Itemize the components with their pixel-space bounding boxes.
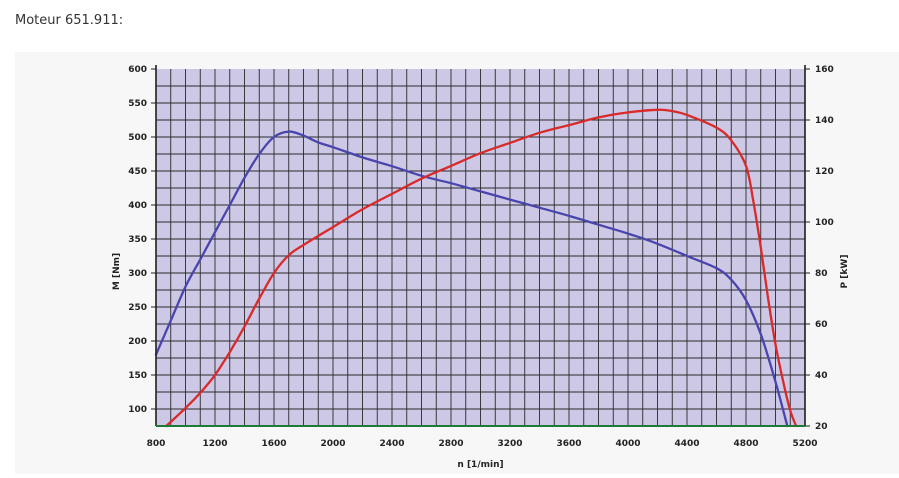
right-tick-label: 160 <box>815 65 834 75</box>
left-tick-label: 250 <box>128 303 147 313</box>
x-tick-label: 2800 <box>438 439 463 449</box>
left-tick-label: 200 <box>128 337 147 347</box>
right-tick-label: 60 <box>815 320 828 330</box>
right-tick-label: 100 <box>815 218 834 228</box>
x-tick-label: 2000 <box>320 439 345 449</box>
x-tick-label: 3200 <box>497 439 522 449</box>
right-tick-label: 140 <box>815 116 834 126</box>
torque-line <box>154 130 789 428</box>
grid <box>156 69 805 426</box>
x-tick-label: 1200 <box>202 439 227 449</box>
right-axis-label: P [kW] <box>840 255 850 289</box>
x-axis-ticks: 800 1200 1600 2000 2400 2800 3200 3600 4000 4400 4… <box>147 439 818 449</box>
x-tick-label: 5200 <box>792 439 817 449</box>
left-tick-label: 600 <box>128 65 147 75</box>
left-axis-ticks: 100 150 200 250 300 350 400 450 500 550 600 <box>128 65 156 415</box>
left-tick-label: 500 <box>128 133 147 143</box>
axes <box>155 65 806 427</box>
x-tick-label: 4000 <box>615 439 640 449</box>
x-tick-label: 800 <box>147 439 166 449</box>
left-axis-label: M [Nm] <box>112 253 122 290</box>
right-axis-ticks: 20 40 60 80 100 120 140 160 <box>805 65 834 432</box>
x-tick-label: 2400 <box>379 439 404 449</box>
right-tick-label: 20 <box>815 422 828 432</box>
page-title: Moteur 651.911: <box>15 13 124 28</box>
left-tick-label: 100 <box>128 405 147 415</box>
left-tick-label: 350 <box>128 235 147 245</box>
right-tick-label: 80 <box>815 269 828 279</box>
x-tick-label: 1600 <box>261 439 286 449</box>
power-line <box>165 108 798 428</box>
right-tick-label: 40 <box>815 371 828 381</box>
right-tick-label: 120 <box>815 167 834 177</box>
x-tick-label: 4400 <box>674 439 699 449</box>
left-tick-label: 450 <box>128 167 147 177</box>
engine-performance-chart: 800 1200 1600 2000 2400 2800 3200 3600 4000 4400 4… <box>112 65 850 470</box>
left-tick-label: 550 <box>128 99 147 109</box>
left-tick-label: 400 <box>128 201 147 211</box>
left-tick-label: 150 <box>128 371 147 381</box>
left-tick-label: 300 <box>128 269 147 279</box>
series <box>154 108 798 428</box>
x-tick-label: 3600 <box>556 439 581 449</box>
x-axis-label: n [1/min] <box>457 460 503 470</box>
chart-panel: 800 1200 1600 2000 2400 2800 3200 3600 4000 4400 4… <box>15 52 899 474</box>
x-tick-label: 4800 <box>733 439 758 449</box>
